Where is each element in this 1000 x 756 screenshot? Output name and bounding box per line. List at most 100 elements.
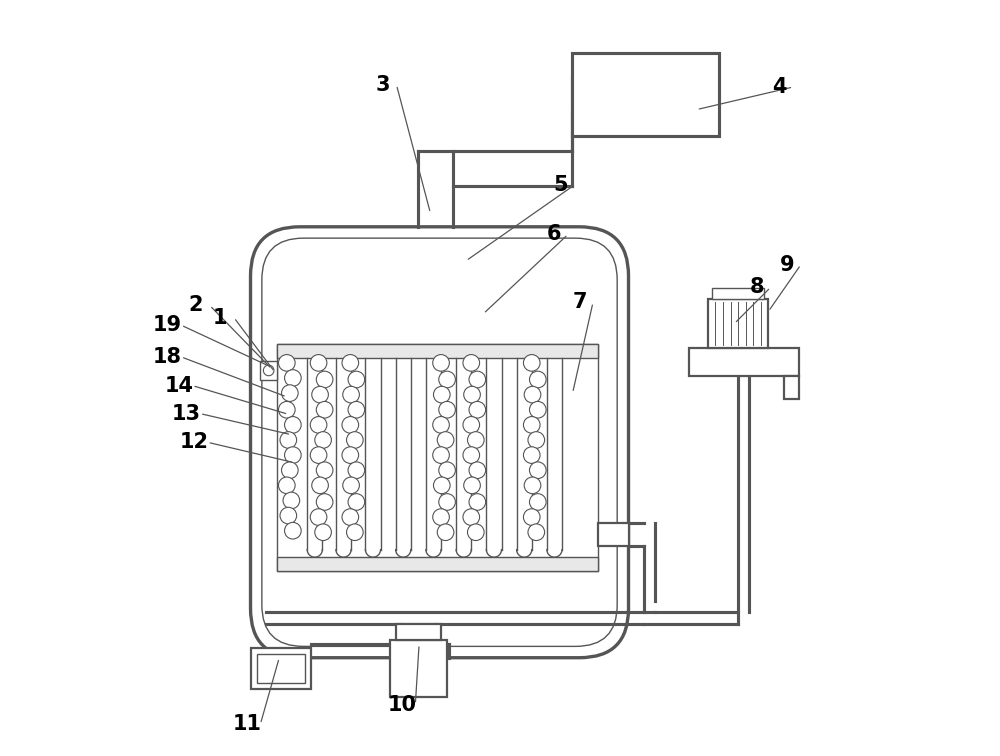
FancyBboxPatch shape — [251, 227, 629, 658]
Circle shape — [283, 492, 300, 509]
Circle shape — [523, 509, 540, 525]
Circle shape — [528, 432, 545, 448]
Bar — [598, 523, 629, 546]
Circle shape — [464, 477, 480, 494]
Circle shape — [433, 509, 449, 525]
Circle shape — [347, 524, 363, 541]
Circle shape — [463, 447, 480, 463]
Text: 3: 3 — [376, 75, 390, 94]
Circle shape — [433, 355, 449, 371]
Circle shape — [469, 494, 486, 510]
Circle shape — [529, 462, 546, 479]
Circle shape — [285, 522, 301, 539]
Circle shape — [524, 386, 541, 403]
Circle shape — [433, 417, 449, 433]
Circle shape — [348, 401, 365, 418]
Circle shape — [523, 417, 540, 433]
Circle shape — [278, 401, 295, 418]
Circle shape — [469, 401, 486, 418]
Text: 8: 8 — [750, 277, 764, 297]
Circle shape — [467, 432, 484, 448]
Bar — [396, 624, 441, 640]
Circle shape — [469, 371, 486, 388]
Circle shape — [439, 371, 455, 388]
Bar — [257, 654, 305, 683]
Text: 12: 12 — [179, 432, 208, 452]
Circle shape — [342, 417, 359, 433]
Circle shape — [523, 355, 540, 371]
Text: 13: 13 — [172, 404, 201, 423]
Circle shape — [282, 462, 298, 479]
Text: 5: 5 — [553, 175, 568, 195]
Circle shape — [529, 371, 546, 388]
Text: 11: 11 — [232, 714, 261, 734]
Bar — [277, 344, 598, 358]
Circle shape — [278, 477, 295, 494]
Text: 7: 7 — [572, 293, 587, 312]
Circle shape — [285, 370, 301, 386]
Circle shape — [463, 417, 480, 433]
Circle shape — [467, 524, 484, 541]
Text: 10: 10 — [387, 695, 416, 714]
Circle shape — [528, 524, 545, 541]
Circle shape — [278, 355, 295, 371]
Bar — [708, 299, 768, 348]
Circle shape — [348, 371, 365, 388]
Bar — [689, 348, 799, 376]
Circle shape — [315, 524, 331, 541]
Circle shape — [285, 417, 301, 433]
Circle shape — [342, 509, 359, 525]
Bar — [712, 288, 764, 299]
Circle shape — [529, 401, 546, 418]
Circle shape — [433, 477, 450, 494]
Circle shape — [280, 507, 297, 524]
Circle shape — [316, 462, 333, 479]
Text: 18: 18 — [153, 347, 182, 367]
Circle shape — [312, 386, 328, 403]
FancyBboxPatch shape — [262, 238, 617, 646]
Circle shape — [348, 462, 365, 479]
Circle shape — [315, 432, 331, 448]
Circle shape — [316, 401, 333, 418]
Circle shape — [343, 477, 359, 494]
Circle shape — [316, 494, 333, 510]
Circle shape — [282, 385, 298, 401]
Circle shape — [529, 494, 546, 510]
Bar — [251, 648, 311, 689]
Circle shape — [463, 355, 480, 371]
Bar — [390, 640, 447, 697]
Circle shape — [310, 509, 327, 525]
Circle shape — [464, 386, 480, 403]
Circle shape — [342, 447, 359, 463]
Circle shape — [433, 447, 449, 463]
Bar — [277, 344, 598, 571]
Bar — [572, 53, 719, 136]
Circle shape — [342, 355, 359, 371]
Text: 2: 2 — [189, 296, 203, 315]
Circle shape — [285, 447, 301, 463]
Bar — [784, 376, 799, 399]
Bar — [260, 361, 277, 380]
Circle shape — [523, 447, 540, 463]
Text: 4: 4 — [772, 77, 787, 97]
Circle shape — [310, 355, 327, 371]
Circle shape — [437, 432, 454, 448]
Text: 14: 14 — [164, 376, 193, 395]
Text: 1: 1 — [213, 308, 228, 327]
Circle shape — [343, 386, 359, 403]
Circle shape — [463, 509, 480, 525]
Circle shape — [348, 494, 365, 510]
Circle shape — [316, 371, 333, 388]
Circle shape — [312, 477, 328, 494]
Circle shape — [439, 462, 455, 479]
Circle shape — [469, 462, 486, 479]
Text: 9: 9 — [780, 255, 795, 274]
Circle shape — [280, 432, 297, 448]
Circle shape — [347, 432, 363, 448]
Text: 6: 6 — [547, 225, 562, 244]
Circle shape — [433, 386, 450, 403]
Circle shape — [439, 494, 455, 510]
Circle shape — [524, 477, 541, 494]
Circle shape — [437, 524, 454, 541]
Circle shape — [310, 447, 327, 463]
